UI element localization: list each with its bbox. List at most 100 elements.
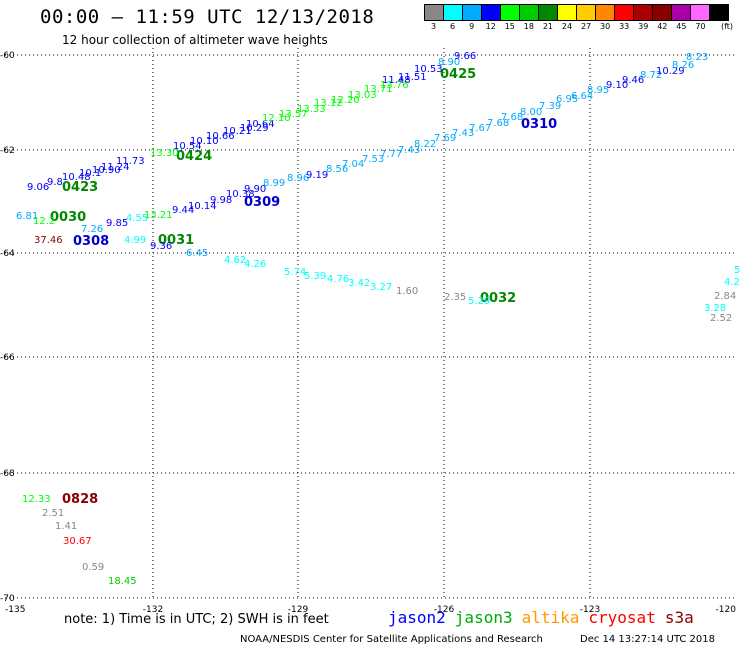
- legend-unit: (ft): [720, 22, 734, 31]
- latitude-label: -66: [0, 353, 15, 363]
- wave-height-value: 5.74: [284, 267, 306, 278]
- wave-height-value: 4.55: [126, 213, 148, 224]
- wave-height-value: 2.51: [42, 508, 64, 519]
- pass-time-label: 0423: [62, 180, 98, 195]
- wave-height-value: 9.98: [210, 195, 232, 206]
- legend-label: 24: [561, 22, 573, 31]
- wave-height-value: 13.76: [380, 80, 409, 91]
- legend-label: 30: [600, 22, 611, 31]
- wave-height-value: 9.19: [306, 170, 328, 181]
- legend-swatch: [520, 5, 539, 20]
- pass-time-label: 0030: [50, 210, 86, 225]
- pass-labels: 0423 0424 0425 0309 0310 0308 0030 0031 0032 0828: [50, 67, 557, 507]
- wave-height-value: 1.41: [55, 521, 77, 532]
- wave-height-value: 2.35: [444, 292, 466, 303]
- wave-height-value: 9.44: [172, 205, 194, 216]
- wave-height-value: 6.45: [186, 248, 208, 259]
- longitude-label: -123: [580, 605, 600, 615]
- footer-timestamp: Dec 14 13:27:14 UTC 2018: [580, 634, 715, 645]
- longitude-label: -132: [143, 605, 163, 615]
- wave-height-value: 10.64: [246, 119, 275, 130]
- wave-height-value: 3.28: [704, 303, 726, 314]
- wave-height-value: 11.51: [398, 72, 427, 83]
- wave-height-value: 7.53: [362, 154, 384, 165]
- satellite-s3a: s3a: [664, 608, 694, 627]
- wave-height-value: 7.43: [452, 128, 474, 139]
- wave-height-value: 8.26: [672, 60, 694, 71]
- satellite-altika: altika: [521, 608, 580, 627]
- wave-height-value: 10.66: [206, 131, 235, 142]
- wave-height-value: 7.69: [434, 133, 456, 144]
- legend-label: 15: [504, 22, 515, 31]
- legend-label: 33: [619, 22, 630, 31]
- wave-height-value: 9.85: [106, 218, 128, 229]
- wave-height-value: 10.14: [188, 201, 217, 212]
- lat-lon-grid: [5, 48, 736, 600]
- legend-label: 27: [580, 22, 592, 31]
- wave-height-value: 9.8: [47, 177, 63, 188]
- latitude-label: -68: [0, 469, 15, 479]
- legend-swatch: [577, 5, 596, 20]
- wave-height-value: 7.67: [469, 123, 491, 134]
- latitude-label: -70: [0, 594, 15, 604]
- wave-height-value: 1.60: [396, 286, 418, 297]
- legend-label: 39: [638, 22, 649, 31]
- legend-swatch: [444, 5, 463, 20]
- wave-height-value: 11.73: [116, 156, 145, 167]
- pass-time-label: 0032: [480, 291, 516, 306]
- wave-height-value: 5.39: [304, 271, 326, 282]
- pass-time-label: 0828: [62, 492, 98, 507]
- wave-height-value: 6.64: [571, 91, 593, 102]
- legend-swatch: [558, 5, 577, 20]
- wave-height-value: 12.20: [331, 95, 360, 106]
- wave-height-value: 5: [734, 265, 740, 276]
- wave-height-value: 18.45: [108, 576, 137, 587]
- pass-time-label: 0310: [521, 117, 557, 132]
- wave-height-value: 7.43: [398, 145, 420, 156]
- legend-label: 45: [676, 22, 687, 31]
- legend-swatch: [653, 5, 672, 20]
- wave-height-value: 4.2: [724, 277, 740, 288]
- wave-height-value: 13.12: [314, 98, 343, 109]
- longitude-label: -126: [434, 605, 455, 615]
- wave-height-value: 9.46: [622, 75, 644, 86]
- legend-label: 21: [542, 22, 553, 31]
- wave-height-value: 8.95: [587, 85, 609, 96]
- wave-height-value: 6.95: [556, 94, 578, 105]
- wave-height-value: 10.21: [223, 126, 252, 137]
- wave-height-value: 11.48: [382, 75, 411, 86]
- satellite-jason3: jason3: [454, 608, 513, 627]
- satellite-legend: jason2 jason3 altika cryosat s3a: [388, 608, 703, 627]
- wave-height-value: 7.77: [380, 149, 402, 160]
- wave-height-value: 6.81: [16, 211, 38, 222]
- wave-height-value: 2.52: [710, 313, 732, 324]
- longitude-label: -135: [5, 605, 25, 615]
- wave-height-value: 10.48: [62, 172, 91, 183]
- wave-height-value: 8.22: [414, 139, 436, 150]
- wave-height-value: 30.67: [63, 536, 92, 547]
- wave-height-value: 7.04: [342, 159, 364, 170]
- wave-height-value: 9.10: [606, 80, 628, 91]
- wave-height-value: 7.68: [487, 118, 509, 129]
- legend-swatch: [691, 5, 710, 20]
- wave-height-value: 4.62: [224, 255, 246, 266]
- wave-height-value: 10.29: [240, 123, 269, 134]
- wave-height-value: 0.59: [82, 562, 104, 573]
- legend-swatch: [672, 5, 691, 20]
- wave-height-value: 13.30: [150, 148, 179, 159]
- legend-swatch: [596, 5, 615, 20]
- wave-height-value: 7.68: [501, 112, 523, 123]
- legend-label: 42: [657, 22, 668, 31]
- legend-swatch: [539, 5, 558, 20]
- wave-height-value: 3.27: [370, 282, 392, 293]
- map-title: 00:00 – 11:59 UTC 12/13/2018: [40, 6, 375, 28]
- wave-height-value: 8.00: [520, 107, 542, 118]
- latitude-label: -64: [0, 249, 15, 259]
- wave-height-legend: 3 6 9 12 15 18 21 24 27 30 33 39 42 45 70 (ft): [424, 4, 733, 33]
- legend-label: 9: [469, 22, 475, 31]
- wave-height-value: 10.53: [414, 64, 443, 75]
- wave-height-value: 4.99: [124, 235, 146, 246]
- wave-height-value: 10.38: [226, 189, 255, 200]
- latitude-label: -62: [0, 146, 15, 156]
